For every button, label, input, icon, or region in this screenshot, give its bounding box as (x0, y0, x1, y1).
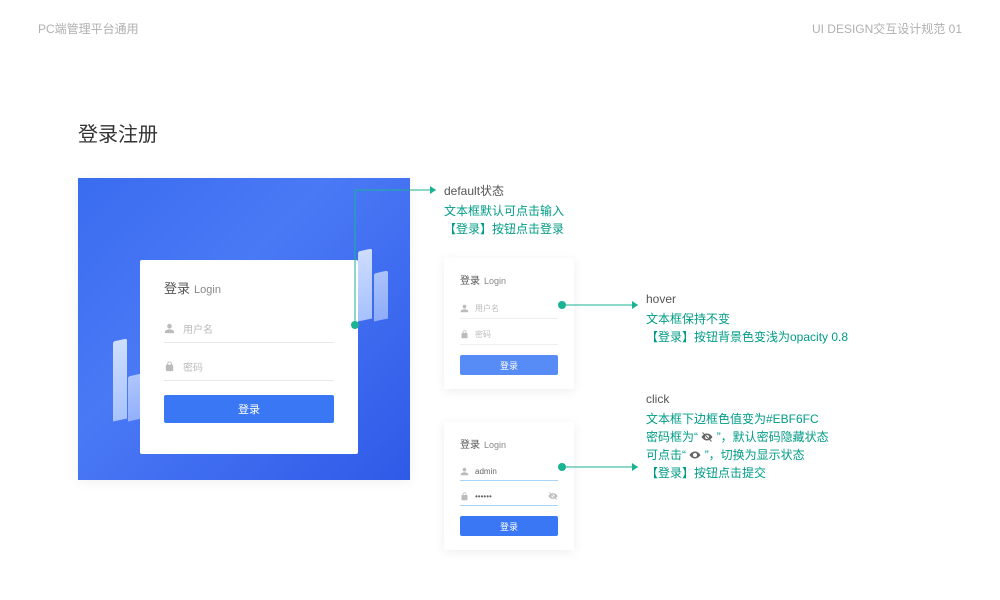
login-title: 登录Login (164, 278, 334, 297)
annotation-click: click 文本框下边框色值变为#EBF6FC 密码框为“ ”，默认密码隐藏状态… (646, 390, 829, 482)
section-title: 登录注册 (78, 118, 158, 147)
username-field[interactable]: 用户名 (164, 315, 334, 343)
lock-icon (164, 361, 175, 372)
header-right: UI DESIGN交互设计规范 01 (812, 20, 962, 37)
login-panel-default: 登录Login 用户名 密码 登录 (140, 260, 358, 454)
login-button[interactable]: 登录 (164, 395, 334, 423)
lock-icon (460, 492, 469, 501)
user-icon (460, 467, 469, 476)
login-button-click[interactable]: 登录 (460, 516, 558, 536)
annotation-line: 【登录】按钮点击登录 (444, 220, 564, 238)
annotation-line: 文本框保持不变 (646, 310, 848, 328)
indicator-dot-default (351, 321, 359, 329)
eye-icon (689, 449, 701, 461)
annotation-line: 文本框下边框色值变为#EBF6FC (646, 410, 829, 428)
indicator-dot-click (558, 463, 566, 471)
annotation-line: 可点击“ ”，切换为显示状态 (646, 446, 829, 464)
username-value: admin (475, 467, 497, 476)
password-value: •••••• (475, 492, 492, 501)
password-field-filled[interactable]: •••••• (460, 487, 558, 506)
username-placeholder: 用户名 (475, 303, 499, 314)
annotation-title: click (646, 390, 829, 408)
login-preview-click: 登录Login admin •••••• 登录 (444, 422, 574, 550)
annotation-default: default状态 文本框默认可点击输入 【登录】按钮点击登录 (444, 182, 564, 238)
user-icon (164, 323, 175, 334)
password-field[interactable]: 密码 (460, 325, 558, 345)
header-left: PC端管理平台通用 (38, 20, 139, 37)
eye-off-icon[interactable] (548, 491, 558, 501)
password-placeholder: 密码 (475, 329, 491, 340)
username-field-filled[interactable]: admin (460, 463, 558, 481)
login-preview-hover: 登录Login 用户名 密码 登录 (444, 258, 574, 389)
password-placeholder: 密码 (183, 359, 203, 374)
annotation-title: hover (646, 290, 848, 308)
login-title: 登录Login (460, 436, 558, 451)
annotation-line: 密码框为“ ”，默认密码隐藏状态 (646, 428, 829, 446)
password-field[interactable]: 密码 (164, 353, 334, 381)
eye-off-icon (701, 431, 713, 443)
annotation-line: 【登录】按钮背景色变浅为opacity 0.8 (646, 328, 848, 346)
login-preview-default: 登录Login 用户名 密码 登录 (78, 178, 410, 480)
annotation-line: 文本框默认可点击输入 (444, 202, 564, 220)
lock-icon (460, 330, 469, 339)
login-title: 登录Login (460, 272, 558, 287)
indicator-dot-hover (558, 301, 566, 309)
annotation-line: 【登录】按钮点击提交 (646, 464, 829, 482)
annotation-title: default状态 (444, 182, 564, 200)
annotation-hover: hover 文本框保持不变 【登录】按钮背景色变浅为opacity 0.8 (646, 290, 848, 346)
login-button-hover[interactable]: 登录 (460, 355, 558, 375)
username-placeholder: 用户名 (183, 321, 213, 336)
username-field[interactable]: 用户名 (460, 299, 558, 319)
user-icon (460, 304, 469, 313)
